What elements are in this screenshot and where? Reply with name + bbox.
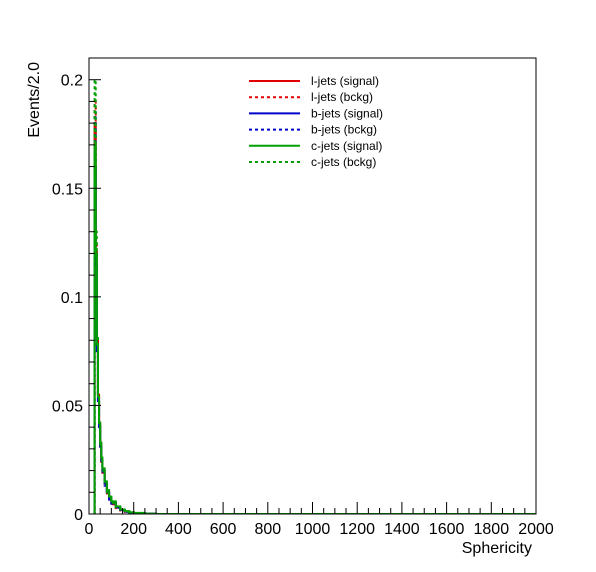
series-layer (93, 78, 536, 514)
y-axis: 0 0.05 0.1 0.15 0.2 (52, 57, 101, 524)
y-tick-label-1: 0.05 (52, 398, 83, 415)
legend-label-3: b-jets (bckg) (311, 123, 377, 137)
x-tick-label-8: 1600 (429, 521, 465, 538)
x-tick-label-9: 1800 (474, 521, 510, 538)
x-tick-label-2: 400 (165, 521, 192, 538)
x-tick-label-1: 200 (120, 521, 147, 538)
legend-label-2: b-jets (signal) (311, 106, 383, 120)
x-tick-label-10: 2000 (518, 521, 554, 538)
y-tick-label-2: 0.1 (61, 290, 83, 307)
legend-label-1: l-jets (bckg) (311, 90, 373, 104)
x-tick-label-3: 600 (210, 521, 237, 538)
legend-label-0: l-jets (signal) (311, 74, 379, 88)
x-tick-label-5: 1000 (295, 521, 331, 538)
x-axis: 0 200 400 600 800 1000 1200 1400 1600 1800 2000 (85, 502, 554, 538)
y-tick-label-0: 0 (74, 507, 83, 524)
x-tick-label-0: 0 (85, 521, 94, 538)
y-tick-label-3: 0.15 (52, 181, 83, 198)
x-tick-label-7: 1400 (384, 521, 420, 538)
legend-label-4: c-jets (signal) (311, 139, 382, 153)
x-tick-label-6: 1200 (339, 521, 375, 538)
x-axis-title: Sphericity (462, 540, 532, 557)
y-axis-title: Events/2.0 (26, 62, 43, 138)
y-tick-label-4: 0.2 (61, 73, 83, 90)
legend: l-jets (signal) l-jets (bckg) b-jets (sign… (249, 74, 383, 169)
x-tick-label-4: 800 (254, 521, 281, 538)
legend-label-5: c-jets (bckg) (311, 155, 376, 169)
